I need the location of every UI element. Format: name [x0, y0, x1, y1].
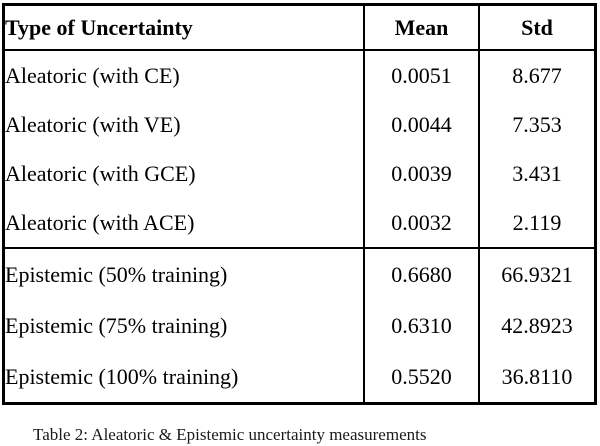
mean-cell: 0.0044 — [363, 100, 479, 149]
table-header-row: Type of Uncertainty Mean Std — [3, 4, 596, 51]
row-label-cell: Aleatoric (with CE) — [5, 62, 180, 88]
std-cell: 36.8110 — [478, 351, 596, 404]
header-mean: Mean — [363, 4, 479, 51]
mean-cell: 0.0039 — [363, 149, 479, 198]
row-label-cell: Aleatoric (with ACE) — [5, 209, 195, 235]
mean-cell: 0.5520 — [363, 351, 479, 404]
row-label-cell: Aleatoric (with VE) — [5, 111, 181, 137]
std-cell: 3.431 — [478, 149, 596, 198]
row-label-cell: Epistemic (50% training) — [3, 247, 364, 300]
std-cell: 7.353 — [478, 100, 596, 149]
table-row-aleatoric-gce: Aleatoric (with GCE) 0.0039 3.431 — [4, 149, 596, 198]
row-label-cell: Aleatoric (with GCE) — [5, 160, 196, 186]
table-row-aleatoric-ce: Aleatoric (with CE) 0.0051 8.677 — [4, 50, 596, 100]
std-cell: 42.8923 — [478, 300, 596, 351]
table-row-aleatoric-ace: Aleatoric (with ACE) 0.0032 2.119 — [4, 198, 596, 248]
table-row-aleatoric-ve: Aleatoric (with VE) 0.0044 7.353 — [4, 100, 596, 149]
mean-cell: 0.6310 — [363, 300, 479, 351]
row-label-cell: Epistemic (75% training) — [5, 312, 228, 338]
mean-cell: 0.6680 — [363, 247, 479, 300]
table-row-epistemic-75: Epistemic (75% training) 0.6310 42.8923 — [4, 300, 596, 351]
header-type-of-uncertainty: Type of Uncertainty — [3, 4, 364, 51]
uncertainty-table: Type of Uncertainty Mean Std Aleatoric (… — [2, 3, 597, 405]
mean-cell: 0.0032 — [363, 198, 479, 248]
table-row-epistemic-100: Epistemic (100% training) 0.5520 36.8110 — [4, 351, 596, 404]
table-row-epistemic-50: Epistemic (50% training) 0.6680 66.9321 — [3, 247, 596, 300]
header-std: Std — [478, 4, 596, 51]
std-cell: 66.9321 — [478, 247, 596, 300]
row-label-cell: Epistemic (100% training) — [5, 363, 239, 389]
std-cell: 8.677 — [478, 50, 596, 100]
std-cell: 2.119 — [478, 198, 596, 248]
mean-cell: 0.0051 — [363, 50, 479, 100]
table-caption: Table 2: Aleatoric & Epistemic uncertain… — [33, 425, 427, 444]
